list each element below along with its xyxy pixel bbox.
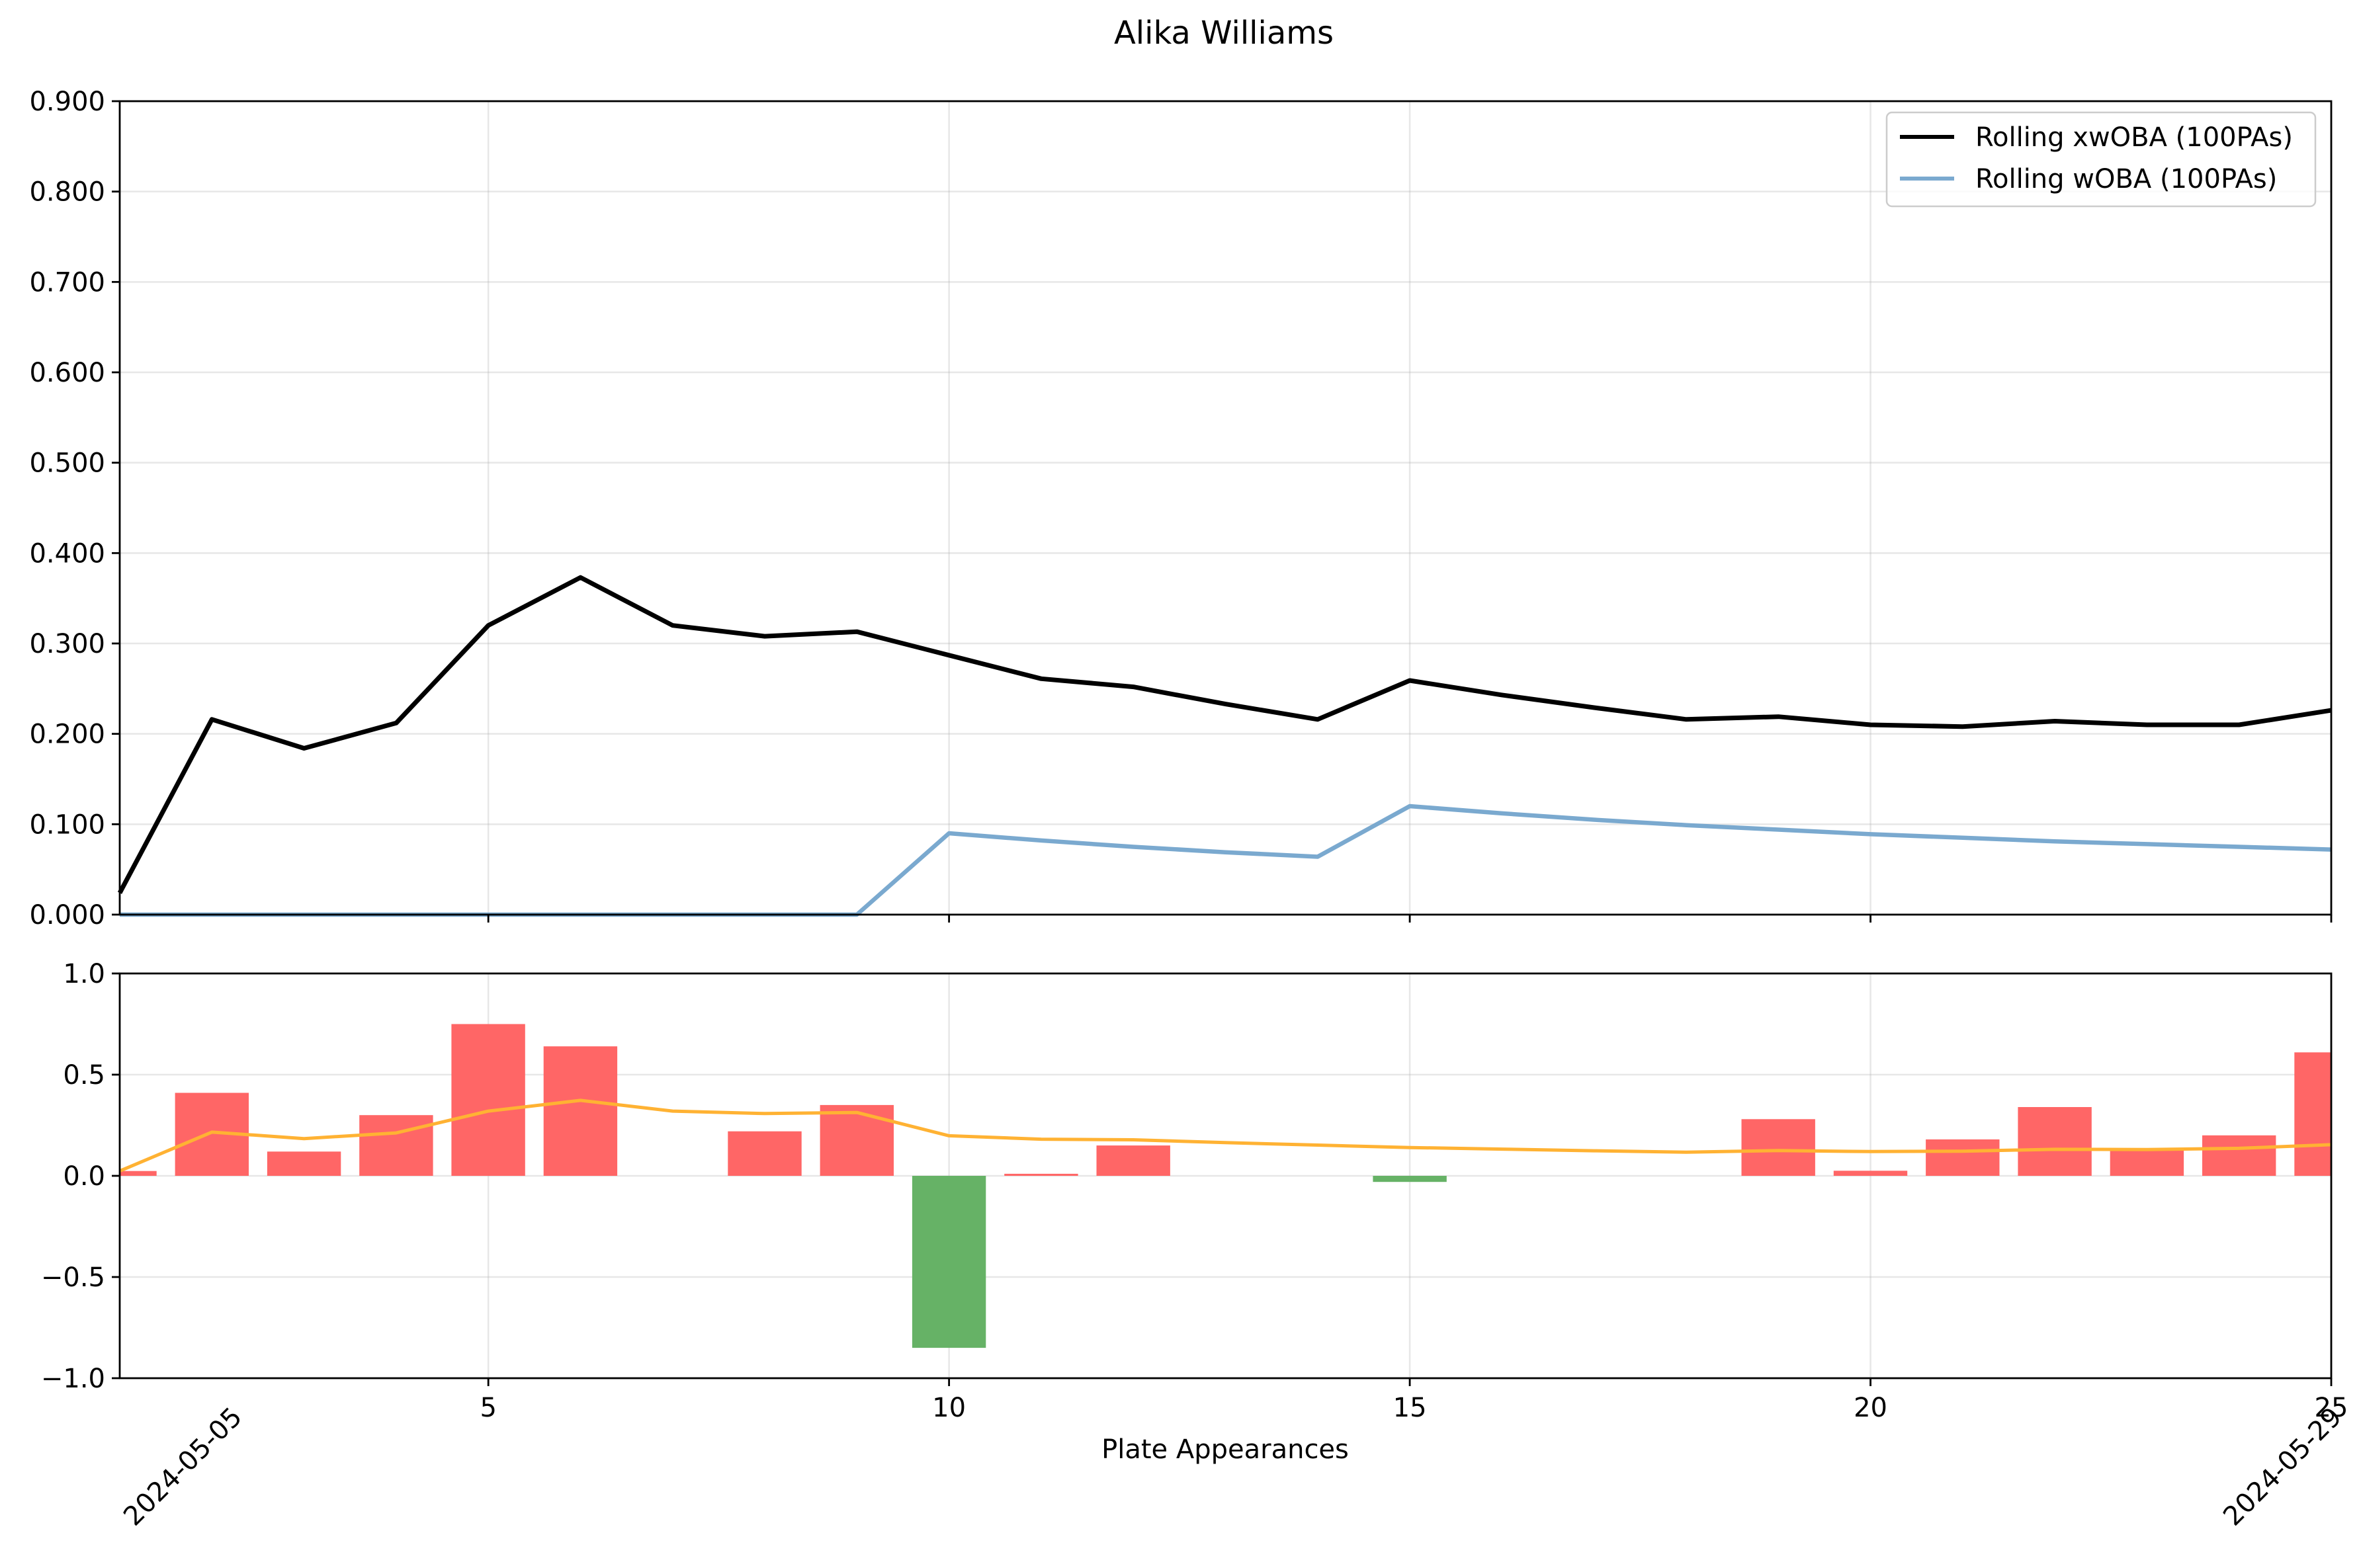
bottom-trend — [119, 1098, 2332, 1173]
diff-bar — [1096, 1145, 1170, 1176]
chart-title: Alika Williams — [1114, 15, 1334, 52]
top-y-tick-label: 0.000 — [29, 900, 105, 930]
top-y-tick-label: 0.200 — [29, 720, 105, 750]
bottom-x-tick-label: 15 — [1393, 1393, 1427, 1423]
bottom-x-tick-label: 5 — [480, 1393, 496, 1423]
diff-bar — [267, 1151, 341, 1176]
top-y-tick-label: 0.400 — [29, 538, 105, 569]
bottom-y-tick-label: 0.0 — [63, 1161, 105, 1192]
bottom-ticks: −1.0 −0.5 0.0 0.5 1.0 5 10 15 20 25 — [41, 959, 2348, 1423]
bottom-y-tick-label: 0.5 — [63, 1060, 105, 1091]
diff-bar — [1004, 1173, 1078, 1176]
diff-bar — [543, 1046, 618, 1176]
diff-bar — [2018, 1107, 2092, 1176]
x-axis-label: Plate Appearances — [1101, 1434, 1349, 1465]
top-y-tick-label: 0.500 — [29, 448, 105, 479]
legend-box — [1885, 111, 2317, 208]
bottom-y-tick-label: 1.0 — [63, 959, 105, 989]
top-panel: 0.000 0.100 0.200 0.300 0.400 0.500 0.600 0.700… — [29, 87, 2333, 930]
diff-bar — [359, 1115, 433, 1176]
diff-bar — [820, 1104, 894, 1176]
top-y-tick-label: 0.800 — [29, 177, 105, 208]
diff-bar — [912, 1176, 986, 1348]
top-y-tick-label: 0.300 — [29, 629, 105, 659]
bottom-x-tick-label: 10 — [932, 1393, 966, 1423]
xwoba-line — [117, 575, 2332, 894]
bottom-y-tick-label: −1.0 — [41, 1364, 105, 1394]
top-y-tick-label: 0.900 — [29, 87, 105, 117]
legend-label-woba: Rolling wOBA (100PAs) — [1975, 164, 2277, 194]
diff-bar — [120, 1171, 157, 1176]
bottom-bars — [120, 1024, 2331, 1348]
top-grid — [120, 100, 2333, 916]
top-y-tick-label: 0.100 — [29, 809, 105, 840]
top-y-tick-label: 0.700 — [29, 267, 105, 298]
diff-bar — [1373, 1176, 1447, 1182]
diff-bar — [2294, 1052, 2331, 1176]
top-ticks: 0.000 0.100 0.200 0.300 0.400 0.500 0.600 0.700… — [29, 87, 2333, 930]
trend-line — [119, 1098, 2332, 1173]
bottom-x-tick-label: 25 — [2315, 1393, 2348, 1423]
legend: Rolling xwOBA (100PAs) Rolling wOBA (100… — [1885, 111, 2317, 208]
diff-bar — [451, 1024, 525, 1176]
top-axes-frame — [118, 100, 2333, 916]
diff-bar — [1926, 1139, 2000, 1176]
bottom-x-tick-label: 20 — [1854, 1393, 1887, 1423]
diff-bar — [728, 1131, 802, 1176]
diff-bar — [2202, 1135, 2276, 1176]
diff-bar — [2110, 1149, 2184, 1176]
top-y-tick-label: 0.600 — [29, 358, 105, 388]
bottom-y-tick-label: −0.5 — [41, 1262, 105, 1293]
diff-bar — [1741, 1119, 1815, 1176]
legend-label-xwoba: Rolling xwOBA (100PAs) — [1975, 122, 2293, 153]
diff-bar — [1833, 1171, 1908, 1176]
